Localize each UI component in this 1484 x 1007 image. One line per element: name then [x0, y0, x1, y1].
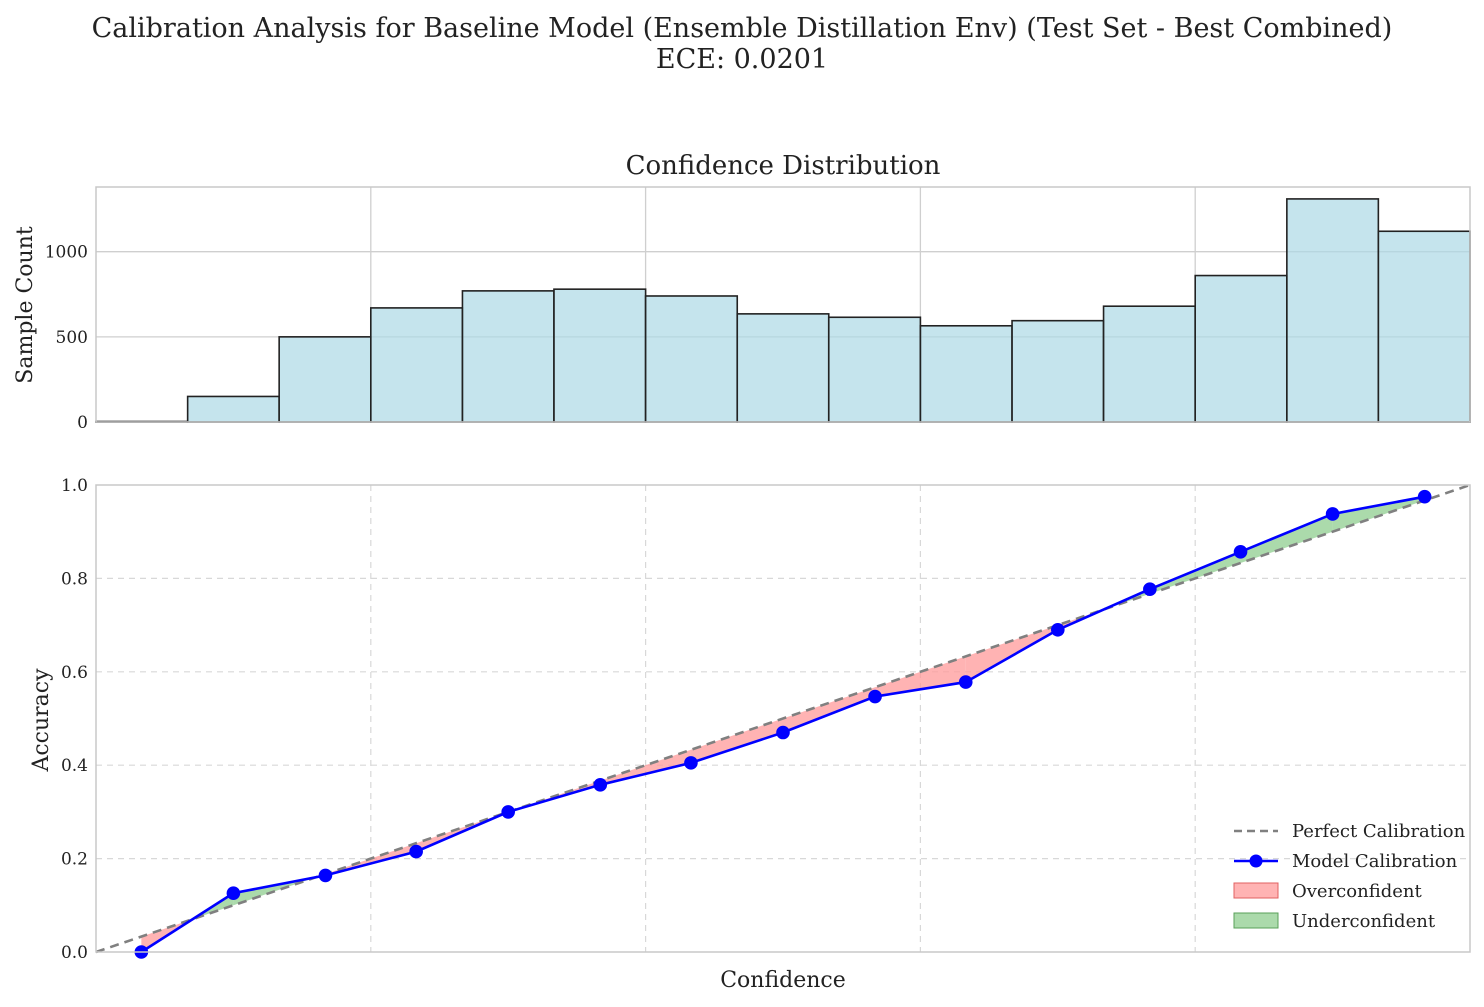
- reliability-ytick-label: 0.4: [61, 756, 88, 776]
- model-calibration-point: [684, 756, 698, 770]
- model-calibration-point: [593, 778, 608, 792]
- legend-swatch-icon: [1233, 882, 1279, 899]
- legend-item-overconfident: Overconfident: [1233, 881, 1422, 902]
- histogram-title: Confidence Distribution: [626, 151, 941, 181]
- legend-label: Perfect Calibration: [1292, 821, 1466, 842]
- histogram-ytick-label: 1000: [45, 243, 88, 263]
- histogram-bar: [736, 313, 830, 423]
- histogram-ytick-label: 500: [56, 328, 88, 348]
- calibration-points: [134, 489, 1432, 959]
- overconfident-area: [508, 780, 601, 812]
- overconfident-area: [875, 656, 966, 697]
- legend-item-perfect-calibration: Perfect Calibration: [1234, 821, 1466, 842]
- reliability-frame: [95, 484, 1471, 953]
- reliability-grid: [96, 485, 1470, 952]
- legend-label: Underconfident: [1292, 911, 1436, 932]
- model-calibration-point: [868, 689, 882, 704]
- model-calibration-point: [1417, 489, 1432, 504]
- histogram-bar: [278, 336, 372, 423]
- model-calibration-point: [1233, 544, 1248, 559]
- legend-item-model-calibration: Model Calibration: [1234, 851, 1458, 872]
- reliability-ytick-label: 0.6: [61, 663, 88, 683]
- model-calibration-point: [226, 886, 241, 900]
- model-calibration-point: [501, 805, 515, 819]
- histogram-bar: [827, 316, 922, 423]
- legend-swatch-icon: [1233, 912, 1279, 929]
- reliability-ytick-label: 0.2: [61, 850, 88, 870]
- histogram-bars: [95, 198, 1471, 423]
- legend: Perfect Calibration Model Calibration Ov…: [1233, 821, 1466, 932]
- legend-marker-icon: [1249, 854, 1263, 868]
- underconfident-area: [1240, 513, 1333, 563]
- overconfident-area: [690, 718, 783, 763]
- perfect-calibration-line: [95, 483, 1471, 954]
- histogram-bar: [461, 290, 555, 423]
- reliability-axes: Accuracy Confidence 0.0 0.2 0.4 0.6 0.8 1.0 P…: [29, 476, 1471, 993]
- histogram-bar: [644, 295, 739, 423]
- histogram-yticks: 0 500 1000: [45, 243, 88, 433]
- calibration-lines: [95, 483, 1471, 954]
- legend-item-underconfident: Underconfident: [1233, 911, 1436, 932]
- histogram-bar: [1102, 305, 1196, 423]
- model-calibration-point: [1325, 507, 1340, 521]
- histogram-ylabel: Sample Count: [13, 226, 38, 384]
- reliability-ytick-label: 0.0: [61, 943, 88, 963]
- model-calibration-point: [409, 844, 423, 859]
- histogram-frame: [95, 186, 1471, 423]
- model-calibration-point: [776, 725, 790, 740]
- model-calibration-point: [1051, 622, 1065, 637]
- histogram-bar: [553, 288, 647, 423]
- histogram-axes: Confidence Distribution Sample Count 0 50…: [13, 151, 1471, 433]
- histogram-bar: [1377, 230, 1471, 423]
- figure-title: Calibration Analysis for Baseline Model …: [92, 13, 1393, 44]
- reliability-ytick-label: 0.8: [61, 569, 88, 589]
- histogram-bar: [369, 307, 464, 423]
- histogram-bar: [1194, 274, 1288, 423]
- reliability-xlabel: Confidence: [720, 968, 846, 993]
- histogram-bar: [1011, 319, 1105, 423]
- reliability-yticks: 0.0 0.2 0.4 0.6 0.8 1.0: [61, 476, 88, 963]
- figure-subtitle-ece: ECE: 0.0201: [656, 44, 828, 75]
- reliability-ytick-label: 1.0: [61, 476, 88, 496]
- histogram-bar: [186, 395, 280, 423]
- reliability-ylabel: Accuracy: [29, 668, 54, 773]
- overconfident-area: [783, 687, 876, 733]
- model-calibration-point: [318, 868, 333, 883]
- histogram-bar: [919, 324, 1013, 423]
- legend-label: Overconfident: [1292, 881, 1422, 902]
- model-calibration-point: [1143, 582, 1157, 596]
- histogram-ytick-label: 0: [77, 413, 88, 433]
- model-calibration-point: [958, 675, 973, 689]
- histogram-bar: [1286, 198, 1380, 423]
- legend-label: Model Calibration: [1292, 851, 1458, 872]
- underconfident-area: [1332, 496, 1425, 532]
